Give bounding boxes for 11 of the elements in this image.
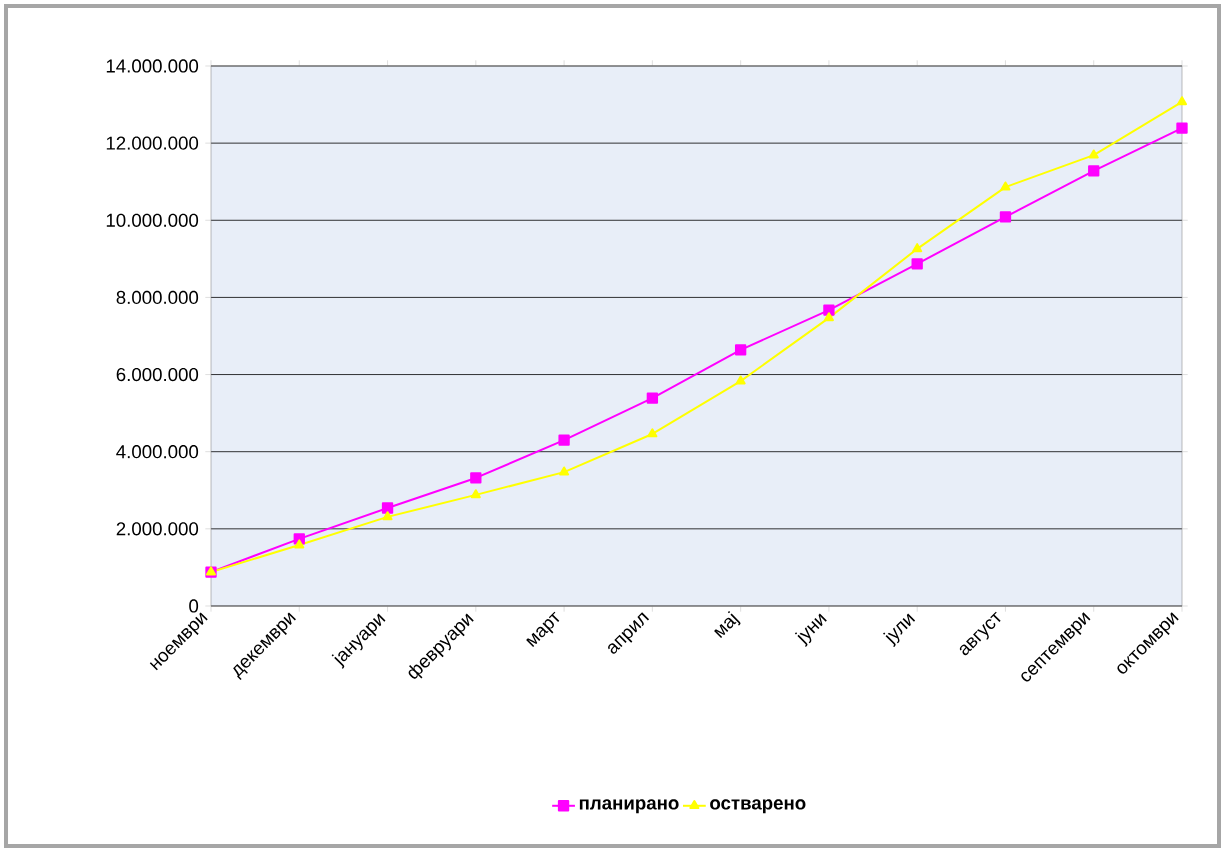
y-tick-label: 2.000.000: [116, 522, 199, 536]
y-tick-label: 6.000.000: [116, 367, 199, 382]
x-tick-label: мај: [714, 611, 741, 639]
y-tick-label: 8.000.000: [116, 290, 199, 305]
y-tick-label: 4.000.000: [116, 445, 199, 459]
legend-label: остварено: [710, 799, 806, 814]
y-tick-label: 14.000.000: [106, 59, 199, 73]
y-tick-label: 12.000.000: [106, 136, 199, 150]
y-tick-label: 0: [189, 599, 199, 613]
y-tick-label: 10.000.000: [106, 213, 199, 227]
legend-label: планирано: [579, 799, 679, 814]
